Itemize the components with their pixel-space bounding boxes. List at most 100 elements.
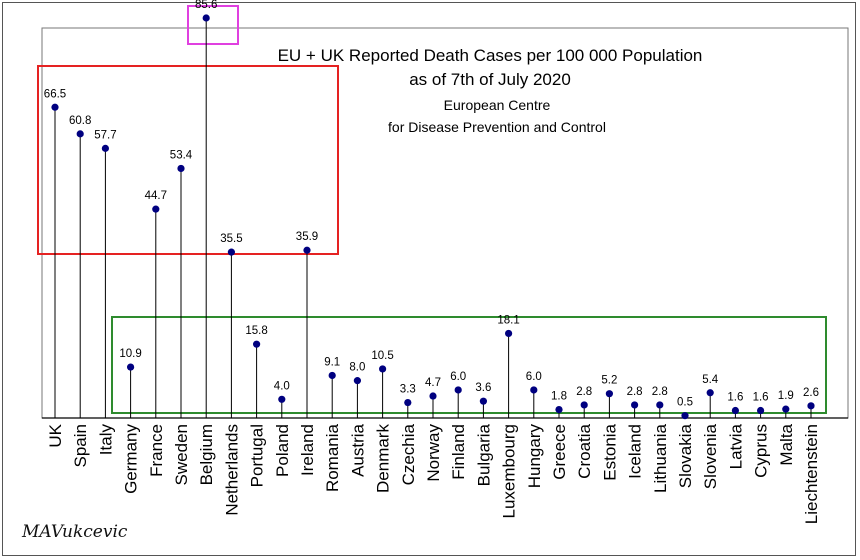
value-label-malta: 1.9: [778, 390, 794, 402]
point-slovakia: [681, 412, 689, 420]
point-czechia: [404, 398, 412, 407]
point-hungary: [530, 386, 538, 394]
value-label-bulgaria: 3.6: [475, 382, 491, 394]
markers: [51, 14, 815, 420]
x-tick-label-croatia: Croatia: [575, 423, 594, 478]
value-label-uk: 66.5: [44, 88, 66, 100]
point-poland: [278, 395, 286, 403]
point-france: [152, 205, 160, 213]
value-label-slovenia: 5.4: [702, 374, 719, 386]
value-labels: 66.5 60.857.7 10.9 44.7 53.4 85.6 35.5 15.8 4.0 3…: [44, 0, 819, 409]
point-belgium: [202, 14, 210, 22]
x-tick-label-malta: Malta: [777, 423, 796, 465]
x-tick-label-bulgaria: Bulgaria: [474, 423, 493, 486]
chart-title: EU + UK Reported Death Cases per 100 000…: [278, 46, 703, 65]
value-label-latvia: 1.6: [727, 392, 743, 404]
x-tick-label-slovakia: Slovakia: [676, 423, 695, 488]
highlight-boxes: [37, 5, 827, 414]
point-italy: [101, 144, 109, 152]
x-tick-label-belgium: Belgium: [197, 424, 216, 485]
x-tick-label-greece: Greece: [550, 424, 569, 480]
value-label-finland: 6.0: [450, 371, 466, 383]
x-tick-label-lithuania: Lithuania: [651, 423, 670, 493]
point-austria: [353, 377, 361, 385]
point-latvia: [731, 406, 740, 415]
value-label-italy: 57.7: [94, 129, 116, 141]
value-label-cyprus: 1.6: [753, 392, 769, 404]
value-label-poland: 4.0: [274, 380, 290, 392]
value-label-slovakia: 0.5: [677, 397, 693, 409]
x-tick-label-sweden: Sweden: [172, 424, 191, 485]
x-tick-label-romania: Romania: [323, 423, 342, 492]
point-malta: [782, 405, 790, 413]
stems: [54, 18, 812, 418]
point-bulgaria: [479, 397, 487, 405]
x-tick-label-hungary: Hungary: [525, 424, 544, 489]
point-denmark: [379, 365, 387, 373]
x-tick-label-cyprus: Cyprus: [752, 424, 771, 478]
x-tick-label-austria: Austria: [348, 423, 367, 476]
x-tick-label-iceland: Iceland: [626, 424, 645, 479]
x-tick-label-spain: Spain: [71, 424, 90, 467]
point-portugal: [253, 340, 261, 348]
value-label-denmark: 10.5: [371, 350, 393, 362]
x-tick-label-norway: Norway: [424, 424, 443, 482]
point-romania: [328, 371, 336, 380]
point-lithuania: [656, 401, 664, 409]
x-tick-label-portugal: Portugal: [248, 424, 267, 487]
chart-subtitle-line1: European Centre: [444, 97, 551, 113]
x-tick-label-luxembourg: Luxembourg: [500, 424, 519, 519]
point-germany: [127, 363, 135, 371]
value-label-luxembourg: 18.1: [497, 314, 519, 326]
value-label-spain: 60.8: [69, 115, 91, 127]
point-finland: [454, 386, 462, 394]
value-label-portugal: 15.8: [245, 325, 267, 337]
point-luxembourg: [505, 329, 513, 338]
value-label-france: 44.7: [145, 190, 167, 202]
value-label-croatia: 2.8: [576, 386, 592, 398]
value-label-czechia: 3.3: [400, 384, 416, 396]
x-tick-label-finland: Finland: [449, 424, 468, 480]
value-label-norway: 4.7: [425, 377, 441, 389]
point-iceland: [631, 401, 639, 409]
point-ireland: [303, 246, 311, 254]
value-label-romania: 9.1: [324, 356, 340, 368]
value-label-iceland: 2.8: [627, 386, 643, 398]
point-cyprus: [757, 406, 765, 415]
value-label-hungary: 6.0: [526, 371, 542, 383]
highlight-box-red: [37, 65, 339, 255]
highlight-box-green: [111, 316, 827, 414]
value-label-estonia: 5.2: [601, 375, 617, 387]
x-tick-label-denmark: Denmark: [374, 424, 393, 493]
x-tick-label-poland: Poland: [273, 424, 292, 477]
x-tick-label-france: France: [147, 424, 166, 477]
author-signature: MAVukcevic: [21, 522, 128, 542]
x-tick-label-liechtenstein: Liechtenstein: [802, 424, 821, 524]
value-label-greece: 1.8: [551, 391, 567, 403]
chart-title-line2: as of 7th of July 2020: [409, 70, 571, 89]
highlight-box-magenta: [187, 5, 239, 45]
x-tick-labels: UK Spain Italy Germany France Sweden Belgium Ne…: [46, 423, 821, 524]
x-tick-label-germany: Germany: [122, 424, 141, 494]
point-netherlands: [227, 248, 235, 256]
x-tick-label-ireland: Ireland: [298, 424, 317, 476]
point-uk: [51, 103, 59, 111]
chart-subtitle-line2: for Disease Prevention and Control: [388, 119, 606, 135]
x-tick-label-italy: Italy: [96, 424, 115, 456]
point-norway: [429, 392, 437, 400]
point-croatia: [580, 401, 588, 409]
value-label-austria: 8.0: [349, 362, 365, 374]
value-label-ireland: 35.9: [296, 231, 318, 243]
value-label-belgium: 85.6: [195, 0, 217, 11]
value-label-netherlands: 35.5: [220, 233, 242, 245]
point-spain: [76, 130, 84, 138]
point-slovenia: [706, 389, 714, 397]
x-tick-label-netherlands: Netherlands: [222, 424, 241, 516]
x-tick-label-estonia: Estonia: [600, 423, 619, 480]
value-label-lithuania: 2.8: [652, 386, 668, 398]
point-estonia: [605, 390, 614, 398]
value-label-germany: 10.9: [119, 348, 141, 360]
x-tick-label-slovenia: Slovenia: [701, 423, 720, 489]
